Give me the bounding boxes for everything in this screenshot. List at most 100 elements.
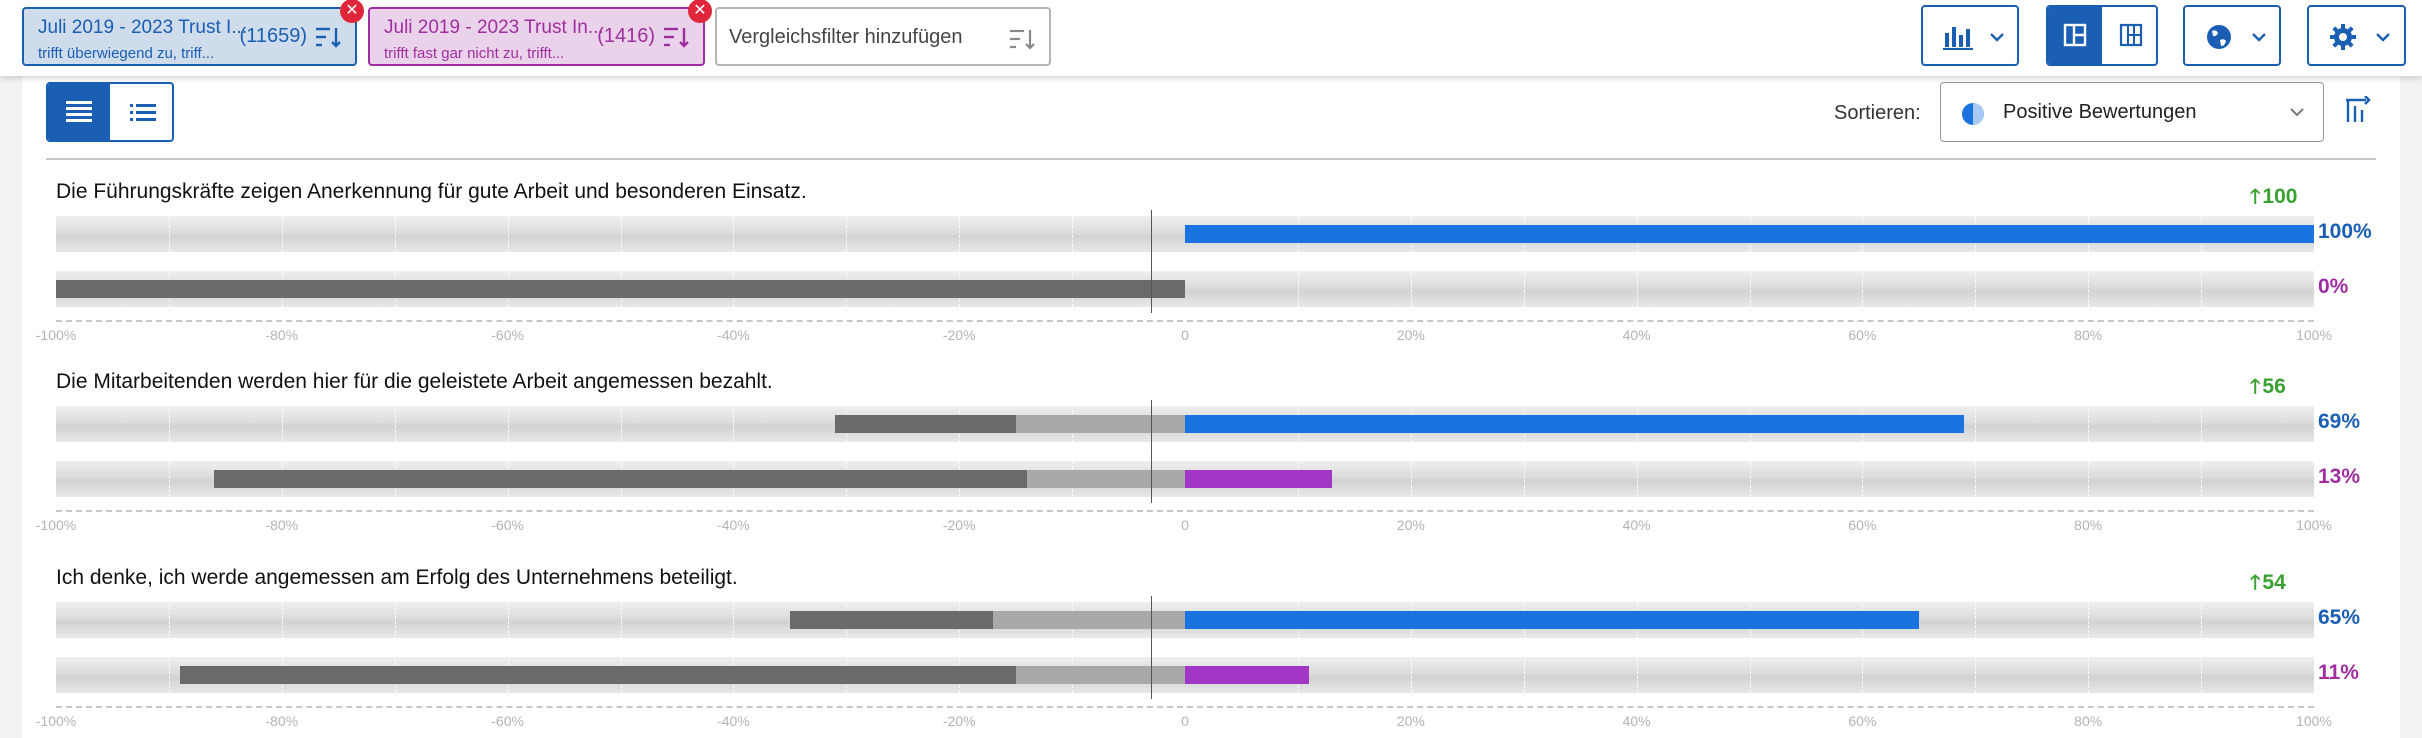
- positive-bar[interactable]: [1185, 415, 1964, 433]
- chevron-down-icon: [1990, 33, 2004, 42]
- zero-line: [1151, 400, 1152, 503]
- partly-negative-bar[interactable]: [993, 611, 1185, 629]
- axis-tick-label: -60%: [491, 713, 524, 729]
- delta-value: 54: [2262, 571, 2286, 594]
- gridline: [733, 602, 735, 638]
- compact-list-icon: [130, 104, 156, 121]
- axis: -100% -80% -60% -40% -20% 0 20% 40% 60% 80% 100%: [36, 320, 2332, 344]
- partly-negative-bar[interactable]: [1015, 666, 1185, 684]
- question-title: Die Mitarbeitenden werden hier für die g…: [56, 370, 773, 393]
- axis-tick-label: 40%: [1622, 713, 1651, 729]
- gridline: [620, 216, 622, 252]
- sort-lines-icon: [1010, 29, 1035, 50]
- gridline: [2088, 657, 2090, 693]
- delta-badge: 🡑56: [2250, 372, 2286, 406]
- bar-track: [56, 657, 2314, 693]
- sort-direction-icon[interactable]: [2344, 96, 2372, 124]
- sort-label: Sortieren:: [1834, 102, 1921, 124]
- negative-bar[interactable]: [835, 415, 1016, 433]
- negative-bar[interactable]: [789, 611, 994, 629]
- layout-split-button[interactable]: [2048, 7, 2102, 64]
- positive-bar[interactable]: [1185, 666, 1310, 684]
- question-block: Die Führungskräfte zeigen Anerkennung fü…: [22, 180, 2400, 370]
- delta-badge: 🡑54: [2250, 568, 2286, 602]
- axis-tick-label: 40%: [1622, 327, 1651, 343]
- add-comparison-filter-button[interactable]: Vergleichsfilter hinzufügen: [715, 7, 1051, 66]
- percent-label: 100%: [2318, 220, 2372, 243]
- gridline: [394, 602, 396, 638]
- axis-tick-label: 0: [1181, 517, 1189, 533]
- bar-chart-icon: [1943, 27, 1973, 50]
- gridline: [1410, 461, 1412, 497]
- sort-lines-icon[interactable]: [315, 25, 343, 49]
- filter-chip-count: (11659): [239, 25, 307, 47]
- chevron-down-icon: [2290, 108, 2304, 117]
- bar-track: [56, 461, 2314, 497]
- axis: -100% -80% -60% -40% -20% 0 20% 40% 60% 80% 100%: [36, 510, 2332, 534]
- negative-bar[interactable]: [180, 666, 1016, 684]
- filter-chip-2[interactable]: Juli 2019 - 2023 Trust In... trifft fast…: [368, 0, 712, 66]
- gridline: [620, 602, 622, 638]
- gridline: [1862, 657, 1864, 693]
- language-dropdown[interactable]: [2183, 5, 2281, 66]
- gear-icon: [2330, 24, 2356, 50]
- layout-grid-button[interactable]: [2104, 7, 2156, 64]
- axis-tick-label: 80%: [2074, 517, 2103, 533]
- negative-bar[interactable]: [214, 470, 1027, 488]
- gridline: [1523, 461, 1525, 497]
- arrow-up-icon: 🡑: [2250, 572, 2261, 594]
- chart-type-dropdown[interactable]: [1921, 5, 2019, 66]
- close-icon[interactable]: ✕: [340, 0, 364, 23]
- axis-tick-label: -60%: [491, 517, 524, 533]
- axis-tick-label: -40%: [717, 713, 750, 729]
- positive-bar[interactable]: [1185, 225, 2314, 243]
- axis: -100% -80% -60% -40% -20% 0 20% 40% 60% 80% 100%: [36, 706, 2332, 730]
- gridline: [959, 216, 961, 252]
- axis-tick-label: 80%: [2074, 327, 2103, 343]
- gridline: [1410, 271, 1412, 307]
- axis-tick-label: 20%: [1396, 517, 1425, 533]
- partly-negative-bar[interactable]: [1026, 470, 1185, 488]
- partly-negative-bar[interactable]: [1015, 415, 1185, 433]
- detail-list-icon: [66, 101, 92, 122]
- axis-tick-label: -80%: [265, 713, 299, 729]
- arrow-up-icon: 🡑: [2250, 376, 2261, 398]
- gridline: [620, 406, 622, 442]
- globe-icon: [2207, 25, 2231, 49]
- gridline: [1636, 271, 1638, 307]
- gridline: [1749, 461, 1751, 497]
- chevron-down-icon: [2376, 33, 2390, 42]
- gridline: [1975, 602, 1977, 638]
- axis-line: [56, 320, 2314, 322]
- delta-value: 100: [2262, 185, 2298, 208]
- percent-label: 65%: [2318, 606, 2361, 629]
- axis-tick-label: 100%: [2296, 517, 2332, 533]
- detail-view-button[interactable]: [48, 84, 110, 140]
- gridline: [1523, 271, 1525, 307]
- sort-select[interactable]: Positive Bewertungen: [1940, 82, 2324, 142]
- view-toggle: [46, 82, 174, 142]
- percent-label: 13%: [2318, 465, 2361, 488]
- axis-tick-label: 60%: [1848, 327, 1877, 343]
- axis-line: [56, 510, 2314, 512]
- layout-split-icon: [2063, 23, 2087, 47]
- gridline: [1975, 271, 1977, 307]
- filter-chip-1[interactable]: Juli 2019 - 2023 Trust I... trifft überw…: [22, 0, 364, 66]
- close-icon[interactable]: ✕: [688, 0, 712, 23]
- sort-lines-icon[interactable]: [663, 25, 691, 49]
- gridline: [2201, 271, 2203, 307]
- compact-view-button[interactable]: [112, 84, 172, 140]
- gridline: [168, 602, 170, 638]
- question-title: Ich denke, ich werde angemessen am Erfol…: [56, 566, 738, 589]
- axis-tick-label: -20%: [942, 327, 976, 343]
- bar-track: [56, 216, 2314, 252]
- gridline: [1862, 271, 1864, 307]
- percent-label: 0%: [2318, 275, 2349, 298]
- axis-tick-label: -100%: [35, 327, 77, 343]
- axis-tick-label: -20%: [942, 517, 976, 533]
- positive-bar[interactable]: [1185, 470, 1332, 488]
- gridline: [1862, 461, 1864, 497]
- negative-bar[interactable]: [56, 280, 1185, 298]
- settings-dropdown[interactable]: [2307, 5, 2406, 66]
- positive-bar[interactable]: [1185, 611, 1919, 629]
